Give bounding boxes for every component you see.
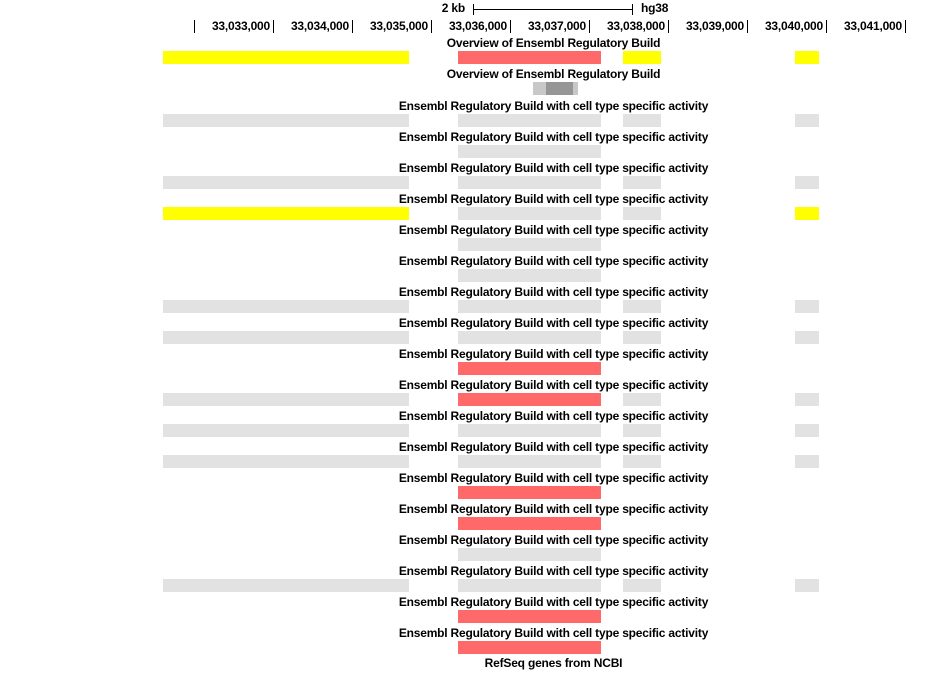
regulatory-feature-bar[interactable] xyxy=(458,51,601,64)
regulatory-feature-bar[interactable] xyxy=(458,362,601,375)
assembly-label: hg38 xyxy=(641,1,669,15)
regulatory-feature-bar[interactable] xyxy=(623,207,661,220)
regulatory-feature-bar[interactable] xyxy=(795,114,819,127)
regulatory-feature-bar[interactable] xyxy=(795,176,819,189)
regulatory-feature-bar[interactable] xyxy=(795,393,819,406)
track-label[interactable]: Ensembl Regulatory Build with cell type … xyxy=(398,502,709,516)
regulatory-feature-bar[interactable] xyxy=(458,207,601,220)
regulatory-feature-bar[interactable] xyxy=(458,238,601,251)
gene-bar-segment[interactable] xyxy=(546,82,573,95)
ruler-tick xyxy=(273,20,274,33)
ruler-coordinate-label: 33,037,000 xyxy=(527,19,586,33)
ruler-tick xyxy=(194,20,195,33)
regulatory-feature-bar[interactable] xyxy=(458,300,601,313)
scale-bar-line xyxy=(473,9,633,10)
regulatory-feature-bar[interactable] xyxy=(163,393,409,406)
ruler-coordinate-label: 33,038,000 xyxy=(606,19,665,33)
track-label[interactable]: Ensembl Regulatory Build with cell type … xyxy=(398,347,709,361)
regulatory-feature-bar[interactable] xyxy=(163,176,409,189)
regulatory-feature-bar[interactable] xyxy=(458,455,601,468)
regulatory-feature-bar[interactable] xyxy=(795,207,819,220)
track-label[interactable]: Ensembl Regulatory Build with cell type … xyxy=(398,626,709,640)
regulatory-feature-bar[interactable] xyxy=(623,114,661,127)
ruler-coordinate-label: 33,041,000 xyxy=(843,19,902,33)
track-label[interactable]: RefSeq genes from NCBI xyxy=(484,656,623,670)
ruler-coordinate-label: 33,035,000 xyxy=(369,19,428,33)
track-label[interactable]: Ensembl Regulatory Build with cell type … xyxy=(398,564,709,578)
regulatory-feature-bar[interactable] xyxy=(458,269,601,282)
ruler-tick xyxy=(352,20,353,33)
regulatory-feature-bar[interactable] xyxy=(163,114,409,127)
gene-bar-segment[interactable] xyxy=(533,82,546,95)
regulatory-feature-bar[interactable] xyxy=(458,114,601,127)
regulatory-feature-bar[interactable] xyxy=(458,548,601,561)
regulatory-feature-bar[interactable] xyxy=(458,610,601,623)
regulatory-feature-bar[interactable] xyxy=(458,176,601,189)
regulatory-feature-bar[interactable] xyxy=(458,145,601,158)
regulatory-feature-bar[interactable] xyxy=(795,300,819,313)
scale-bar-left-cap xyxy=(473,4,474,15)
track-label[interactable]: Ensembl Regulatory Build with cell type … xyxy=(398,192,709,206)
regulatory-feature-bar[interactable] xyxy=(623,300,661,313)
regulatory-feature-bar[interactable] xyxy=(795,331,819,344)
ruler-tick xyxy=(431,20,432,33)
track-label[interactable]: Overview of Ensembl Regulatory Build xyxy=(446,67,661,81)
ruler-tick xyxy=(826,20,827,33)
regulatory-feature-bar[interactable] xyxy=(163,579,409,592)
regulatory-feature-bar[interactable] xyxy=(458,641,601,654)
regulatory-feature-bar[interactable] xyxy=(623,331,661,344)
ruler-tick xyxy=(668,20,669,33)
ruler-coordinate-label: 33,036,000 xyxy=(448,19,507,33)
regulatory-feature-bar[interactable] xyxy=(795,424,819,437)
ruler-coordinate-label: 33,034,000 xyxy=(290,19,349,33)
ruler-coordinate-label: 33,040,000 xyxy=(764,19,823,33)
ruler-coordinate-label: 33,039,000 xyxy=(685,19,744,33)
track-label[interactable]: Ensembl Regulatory Build with cell type … xyxy=(398,161,709,175)
track-label[interactable]: Ensembl Regulatory Build with cell type … xyxy=(398,285,709,299)
regulatory-feature-bar[interactable] xyxy=(458,393,601,406)
regulatory-feature-bar[interactable] xyxy=(163,455,409,468)
regulatory-feature-bar[interactable] xyxy=(623,393,661,406)
ruler-tick xyxy=(510,20,511,33)
regulatory-feature-bar[interactable] xyxy=(163,207,409,220)
regulatory-feature-bar[interactable] xyxy=(623,424,661,437)
regulatory-feature-bar[interactable] xyxy=(163,51,409,64)
regulatory-feature-bar[interactable] xyxy=(795,51,819,64)
gene-bar-segment[interactable] xyxy=(573,82,578,95)
track-label[interactable]: Ensembl Regulatory Build with cell type … xyxy=(398,378,709,392)
regulatory-feature-bar[interactable] xyxy=(623,579,661,592)
regulatory-feature-bar[interactable] xyxy=(795,455,819,468)
regulatory-feature-bar[interactable] xyxy=(795,579,819,592)
regulatory-feature-bar[interactable] xyxy=(163,424,409,437)
track-label[interactable]: Ensembl Regulatory Build with cell type … xyxy=(398,440,709,454)
regulatory-feature-bar[interactable] xyxy=(458,486,601,499)
track-label[interactable]: Ensembl Regulatory Build with cell type … xyxy=(398,316,709,330)
ruler-tick xyxy=(747,20,748,33)
scale-bar-right-cap xyxy=(632,4,633,15)
track-label[interactable]: Ensembl Regulatory Build with cell type … xyxy=(398,254,709,268)
regulatory-feature-bar[interactable] xyxy=(163,331,409,344)
track-label[interactable]: Ensembl Regulatory Build with cell type … xyxy=(398,409,709,423)
track-label[interactable]: Ensembl Regulatory Build with cell type … xyxy=(398,533,709,547)
track-label[interactable]: Ensembl Regulatory Build with cell type … xyxy=(398,223,709,237)
track-label[interactable]: Ensembl Regulatory Build with cell type … xyxy=(398,99,709,113)
track-label[interactable]: Ensembl Regulatory Build with cell type … xyxy=(398,471,709,485)
regulatory-feature-bar[interactable] xyxy=(458,424,601,437)
track-label[interactable]: Ensembl Regulatory Build with cell type … xyxy=(398,130,709,144)
regulatory-feature-bar[interactable] xyxy=(163,300,409,313)
ruler-coordinate-label: 33,033,000 xyxy=(211,19,270,33)
regulatory-feature-bar[interactable] xyxy=(458,579,601,592)
ruler-tick xyxy=(589,20,590,33)
regulatory-feature-bar[interactable] xyxy=(458,331,601,344)
ruler-tick xyxy=(905,20,906,33)
regulatory-feature-bar[interactable] xyxy=(458,517,601,530)
regulatory-feature-bar[interactable] xyxy=(623,176,661,189)
scale-bar-label: 2 kb xyxy=(441,1,465,15)
track-label[interactable]: Ensembl Regulatory Build with cell type … xyxy=(398,595,709,609)
track-label[interactable]: Overview of Ensembl Regulatory Build xyxy=(446,36,661,50)
regulatory-feature-bar[interactable] xyxy=(623,455,661,468)
regulatory-feature-bar[interactable] xyxy=(623,51,661,64)
